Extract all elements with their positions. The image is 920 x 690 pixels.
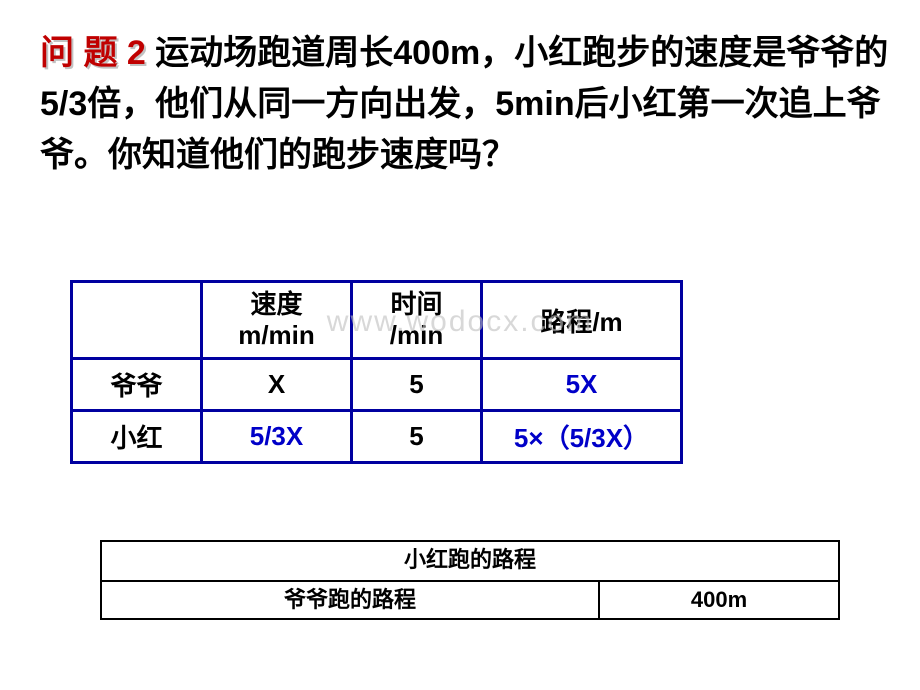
speed-table: 速度 m/min 时间 /min 路程/m 爷爷 X 5 5X 小红 5/3X … — [70, 280, 683, 464]
distance-diagram: 小红跑的路程 爷爷跑的路程 400m — [100, 540, 840, 620]
row-speed: 5/3X — [202, 411, 352, 463]
problem-body: 运动场跑道周长400m，小红跑步的速度是爷爷的5/3倍，他们从同一方向出发，5m… — [40, 34, 888, 174]
row-label: 小红 — [72, 411, 202, 463]
header-speed-text: 速度 m/min — [238, 289, 315, 350]
header-speed: 速度 m/min — [202, 282, 352, 359]
table-row: 爷爷 X 5 5X — [72, 359, 682, 411]
diagram-bottom-left: 爷爷跑的路程 — [100, 580, 600, 620]
header-blank — [72, 282, 202, 359]
table-header-row: 速度 m/min 时间 /min 路程/m — [72, 282, 682, 359]
table-row: 小红 5/3X 5 5×（5/3X） — [72, 411, 682, 463]
problem-label: 问 题 2 — [40, 34, 146, 72]
row-label: 爷爷 — [72, 359, 202, 411]
row-distance: 5×（5/3X） — [482, 411, 682, 463]
header-distance: 路程/m — [482, 282, 682, 359]
row-time: 5 — [352, 411, 482, 463]
row-time: 5 — [352, 359, 482, 411]
row-distance: 5X — [482, 359, 682, 411]
diagram-bottom-right: 400m — [600, 580, 840, 620]
diagram-top: 小红跑的路程 — [100, 540, 840, 580]
header-time: 时间 /min — [352, 282, 482, 359]
problem-text: 问 题 2 运动场跑道周长400m，小红跑步的速度是爷爷的5/3倍，他们从同一方… — [40, 28, 890, 181]
header-time-text: 时间 /min — [390, 289, 443, 350]
row-speed: X — [202, 359, 352, 411]
